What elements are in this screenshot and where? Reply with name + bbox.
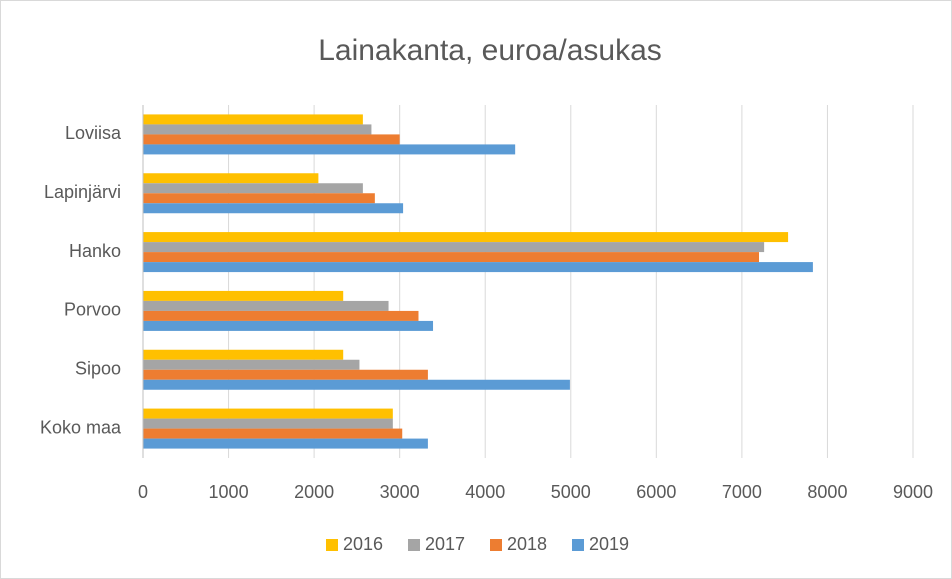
bar [143, 252, 759, 263]
x-tick-label: 5000 [551, 482, 591, 502]
bar [143, 438, 428, 449]
legend-label: 2017 [425, 534, 465, 554]
bar [143, 144, 516, 155]
bar [143, 183, 363, 194]
y-tick-label: Lapinjärvi [44, 182, 121, 202]
bar [143, 242, 765, 253]
y-tick-label: Loviisa [65, 123, 122, 143]
legend-swatch [408, 539, 420, 551]
legend-swatch [326, 539, 338, 551]
bar [143, 124, 372, 135]
bar [143, 428, 403, 439]
legend-swatch [572, 539, 584, 551]
legend-label: 2019 [589, 534, 629, 554]
x-tick-label: 0 [138, 482, 148, 502]
bar [143, 173, 319, 184]
bar [143, 349, 344, 360]
x-tick-label: 8000 [807, 482, 847, 502]
chart-title: Lainakanta, euroa/asukas [318, 34, 662, 67]
bar [143, 193, 375, 204]
y-tick-label: Porvoo [64, 300, 121, 320]
bar [143, 379, 570, 390]
bar [143, 114, 363, 125]
bar [143, 262, 813, 273]
bar [143, 300, 389, 311]
bar [143, 320, 434, 331]
bar [143, 203, 404, 214]
x-tick-label: 9000 [893, 482, 933, 502]
y-tick-label: Hanko [69, 241, 121, 261]
bar [143, 359, 360, 370]
bar [143, 418, 393, 429]
legend-label: 2018 [507, 534, 547, 554]
legend-label: 2016 [343, 534, 383, 554]
y-tick-label: Koko maa [40, 417, 122, 437]
x-tick-label: 2000 [294, 482, 334, 502]
bar [143, 369, 428, 380]
x-tick-label: 1000 [209, 482, 249, 502]
bar [143, 290, 344, 301]
legend-swatch [490, 539, 502, 551]
bar [143, 134, 400, 145]
y-tick-label: Sipoo [75, 359, 121, 379]
x-tick-label: 4000 [465, 482, 505, 502]
x-tick-label: 7000 [722, 482, 762, 502]
bar [143, 408, 393, 419]
bar [143, 310, 419, 321]
bar [143, 232, 789, 243]
x-tick-label: 3000 [380, 482, 420, 502]
x-tick-label: 6000 [636, 482, 676, 502]
